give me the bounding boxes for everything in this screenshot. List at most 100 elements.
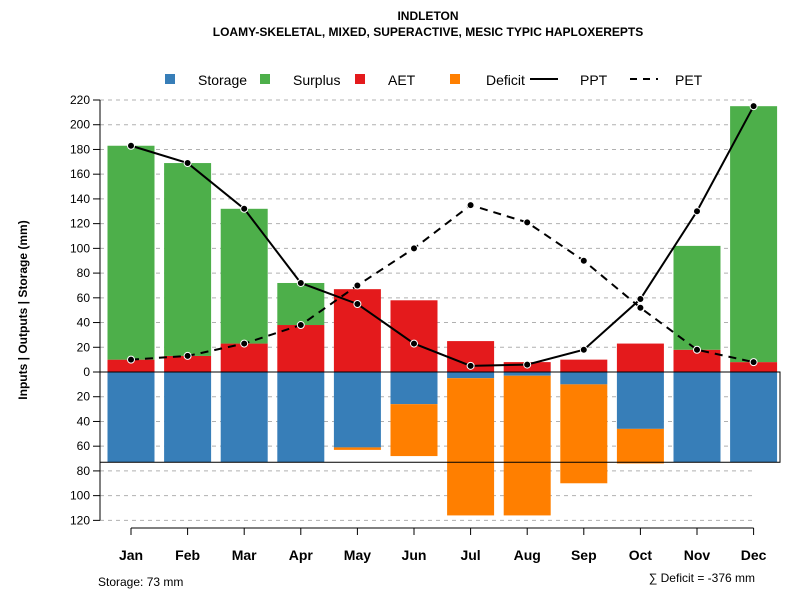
- point-ppt-sep: [579, 345, 588, 354]
- point-pet-dec: [749, 358, 758, 367]
- y-tick-label: 100: [70, 489, 90, 503]
- bar-deficit-jun: [390, 404, 438, 457]
- y-tick-label: 120: [70, 217, 90, 231]
- x-tick-label-feb: Feb: [175, 547, 200, 563]
- point-ppt-feb: [183, 159, 192, 168]
- bars: [107, 106, 778, 516]
- legend: Storage Surplus AET Deficit PPT PET: [165, 72, 703, 88]
- bar-storage-nov: [673, 372, 721, 463]
- bar-deficit-aug: [503, 375, 551, 516]
- point-pet-sep: [579, 256, 588, 265]
- x-tick-label-jun: Jun: [402, 547, 427, 563]
- storage-capacity-box: [99, 371, 781, 463]
- lines: [127, 102, 758, 370]
- legend-swatch-storage: [165, 74, 175, 84]
- x-tick-label-may: May: [344, 547, 371, 563]
- bar-storage-sep: [560, 372, 608, 385]
- bar-aet-sep: [560, 359, 608, 372]
- point-ppt-jul: [466, 361, 475, 370]
- point-pet-jun: [410, 244, 418, 253]
- point-ppt-nov: [693, 207, 701, 216]
- legend-label-surplus: Surplus: [293, 72, 340, 88]
- y-tick-label: 100: [70, 241, 90, 255]
- bar-deficit-sep: [560, 384, 608, 484]
- legend-label-ppt: PPT: [580, 72, 608, 88]
- y-tick-label: 40: [77, 414, 91, 428]
- y-tick-label: 20: [77, 390, 91, 404]
- y-tick-label: 200: [70, 118, 90, 132]
- point-ppt-mar: [240, 204, 249, 213]
- bar-aet-apr: [277, 325, 325, 372]
- point-ppt-apr: [296, 278, 305, 287]
- point-ppt-jan: [127, 141, 135, 150]
- bar-surplus-nov: [673, 245, 721, 350]
- x-tick-label-jul: Jul: [460, 547, 480, 563]
- bar-aet-dec: [730, 362, 778, 372]
- bar-surplus-feb: [164, 163, 212, 356]
- bar-storage-mar: [220, 372, 268, 463]
- line-ppt: [130, 105, 755, 367]
- bar-aet-jan: [107, 359, 155, 372]
- point-pet-aug: [523, 218, 532, 227]
- x-tick-label-aug: Aug: [514, 547, 541, 563]
- x-tick-label-mar: Mar: [232, 547, 257, 563]
- bar-storage-oct: [616, 372, 664, 429]
- y-tick-label: 160: [70, 167, 90, 181]
- y-tick-label: 80: [77, 266, 91, 280]
- bar-aet-nov: [673, 349, 721, 372]
- x-axis: Jan Feb Mar Apr May Jun Jul Aug Sep Oct Nov Dec: [119, 527, 767, 563]
- x-tick-label-dec: Dec: [741, 547, 767, 563]
- point-pet-oct: [636, 303, 645, 312]
- legend-swatch-surplus: [260, 74, 270, 84]
- bar-storage-dec: [730, 372, 778, 463]
- y-tick-label: 220: [70, 93, 90, 107]
- point-pet-jan: [127, 355, 135, 364]
- line-pet: [130, 203, 754, 364]
- y-axis-label: Inputs | Outputs | Storage (mm): [16, 220, 30, 399]
- point-pet-apr: [296, 321, 305, 330]
- y-tick-label: 120: [70, 513, 90, 527]
- point-ppt-jun: [410, 339, 418, 348]
- point-pet-mar: [240, 339, 249, 348]
- legend-label-pet: PET: [675, 72, 703, 88]
- chart-subtitle: LOAMY-SKELETAL, MIXED, SUPERACTIVE, MESI…: [213, 25, 644, 39]
- point-ppt-may: [353, 300, 362, 308]
- point-ppt-aug: [523, 360, 532, 369]
- point-ppt-dec: [749, 102, 758, 111]
- chart-title: INDLETON: [397, 9, 458, 23]
- bar-storage-jul: [447, 372, 495, 379]
- point-ppt-oct: [636, 295, 645, 304]
- point-pet-jul: [466, 201, 475, 210]
- bar-surplus-mar: [220, 208, 268, 344]
- y-tick-label: 80: [77, 464, 91, 478]
- bar-deficit-oct: [616, 428, 664, 464]
- x-tick-label-apr: Apr: [289, 547, 314, 563]
- deficit-footnote: ∑ Deficit = -376 mm: [649, 571, 755, 585]
- bar-surplus-dec: [730, 106, 778, 363]
- x-tick-label-jan: Jan: [119, 547, 143, 563]
- legend-label-deficit: Deficit: [486, 72, 525, 88]
- bar-surplus-jan: [107, 145, 155, 360]
- bar-surplus-apr: [277, 282, 325, 326]
- bar-deficit-may: [333, 447, 381, 450]
- legend-label-storage: Storage: [198, 72, 247, 88]
- x-tick-label-nov: Nov: [684, 547, 711, 563]
- bar-aet-jun: [390, 300, 438, 372]
- storage-footnote: Storage: 73 mm: [98, 575, 183, 589]
- bar-storage-may: [333, 372, 381, 448]
- y-axis: 2202001801601401201008060402002040608010…: [70, 93, 101, 527]
- y-tick-label: 20: [77, 340, 91, 354]
- x-tick-label-sep: Sep: [571, 547, 597, 563]
- legend-label-aet: AET: [388, 72, 416, 88]
- storage-capacity-box-group: [99, 371, 781, 463]
- bar-storage-aug: [503, 372, 551, 376]
- bar-aet-feb: [164, 355, 212, 372]
- bar-storage-feb: [164, 372, 212, 463]
- point-pet-nov: [693, 345, 701, 354]
- y-tick-label: 40: [77, 316, 91, 330]
- point-pet-feb: [183, 351, 192, 360]
- y-tick-label: 60: [77, 291, 91, 305]
- y-tick-label: 60: [77, 439, 91, 453]
- y-tick-label: 0: [83, 365, 90, 379]
